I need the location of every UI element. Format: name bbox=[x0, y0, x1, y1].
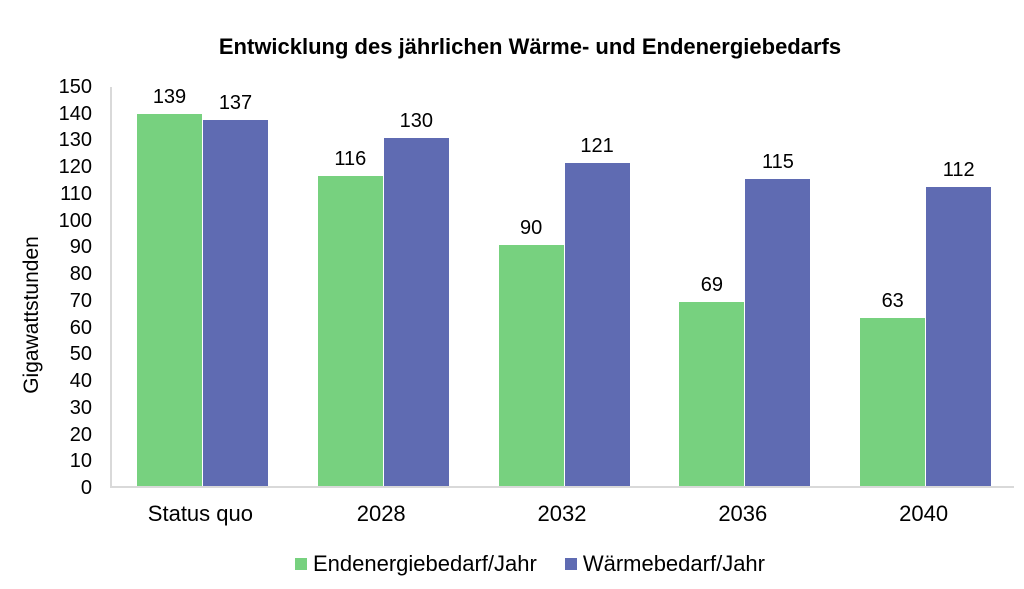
bar-value-label-w-rmebedarf-jahr-2032: 121 bbox=[580, 134, 614, 157]
y-tick-label-10: 10 bbox=[69, 450, 92, 473]
plot-area: 139 137 116 130 90 121 69 115 63 112 bbox=[110, 86, 1014, 488]
y-tick-label-70: 70 bbox=[69, 289, 92, 312]
x-axis-label-2032: 2032 bbox=[537, 501, 587, 526]
bar-endenergiebedarf-jahr-2028 bbox=[317, 175, 383, 486]
bar-value-label-w-rmebedarf-jahr-2028: 130 bbox=[399, 110, 433, 133]
bar-value-label-w-rmebedarf-jahr-2040: 112 bbox=[942, 158, 975, 181]
y-tick-label-0: 0 bbox=[80, 477, 92, 499]
y-tick-label-50: 50 bbox=[69, 343, 92, 366]
y-tick-label-30: 30 bbox=[69, 396, 92, 419]
x-axis-label-2028: 2028 bbox=[356, 501, 406, 526]
y-tick-label-140: 140 bbox=[58, 102, 92, 125]
bar-value-label-endenergiebedarf-jahr-2028: 116 bbox=[334, 147, 367, 170]
y-tick-label-100: 100 bbox=[58, 209, 92, 232]
y-tick-label-130: 130 bbox=[58, 129, 92, 152]
y-tick-label-120: 120 bbox=[58, 156, 92, 179]
y-tick-label-60: 60 bbox=[69, 316, 92, 339]
chart-title: Entwicklung des jährlichen Wärme- und En… bbox=[218, 34, 842, 59]
bar-endenergiebedarf-jahr-2032 bbox=[498, 245, 564, 486]
bar-w-rmebedarf-jahr-status-quo bbox=[203, 119, 268, 486]
bar-w-rmebedarf-jahr-2036 bbox=[745, 178, 811, 486]
bar-w-rmebedarf-jahr-2032 bbox=[564, 162, 630, 486]
bar-value-label-w-rmebedarf-jahr-2036: 115 bbox=[761, 150, 794, 173]
bar-endenergiebedarf-jahr-2040 bbox=[860, 317, 926, 486]
bar-value-label-endenergiebedarf-jahr-status-quo: 139 bbox=[152, 86, 187, 109]
bar-w-rmebedarf-jahr-2040 bbox=[926, 186, 992, 486]
bar-value-label-endenergiebedarf-jahr-2032: 90 bbox=[519, 217, 543, 240]
legend-label: Endenergiebedarf/Jahr bbox=[312, 551, 537, 576]
legend-label: Wärmebedarf/Jahr bbox=[582, 551, 765, 576]
bar-value-label-endenergiebedarf-jahr-2036: 69 bbox=[700, 273, 724, 296]
y-tick-label-110: 110 bbox=[60, 182, 92, 205]
y-tick-label-150: 150 bbox=[58, 76, 92, 98]
y-tick-label-20: 20 bbox=[69, 423, 92, 446]
x-axis-label-2036: 2036 bbox=[718, 501, 768, 526]
y-tick-label-80: 80 bbox=[69, 263, 92, 286]
y-tick-label-90: 90 bbox=[69, 236, 92, 259]
bar-w-rmebedarf-jahr-2028 bbox=[383, 138, 449, 486]
y-tick-label-40: 40 bbox=[69, 370, 92, 393]
x-axis-label-2040: 2040 bbox=[899, 501, 949, 526]
legend-swatch-icon bbox=[564, 558, 577, 570]
bar-endenergiebedarf-jahr-2036 bbox=[679, 301, 745, 486]
legend-swatch-icon bbox=[294, 558, 307, 570]
bar-value-label-w-rmebedarf-jahr-status-quo: 137 bbox=[218, 91, 253, 114]
legend-item-endenergiebedarf-jahr: Endenergiebedarf/Jahr bbox=[294, 551, 537, 577]
legend: Endenergiebedarf/Jahr Wärmebedarf/Jahr bbox=[36, 551, 1024, 577]
x-axis-label-status-quo: Status quo bbox=[147, 501, 253, 526]
bar-endenergiebedarf-jahr-status-quo bbox=[137, 114, 202, 486]
legend-item-w-rmebedarf-jahr: Wärmebedarf/Jahr bbox=[564, 551, 765, 577]
bar-value-label-endenergiebedarf-jahr-2040: 63 bbox=[881, 289, 904, 312]
